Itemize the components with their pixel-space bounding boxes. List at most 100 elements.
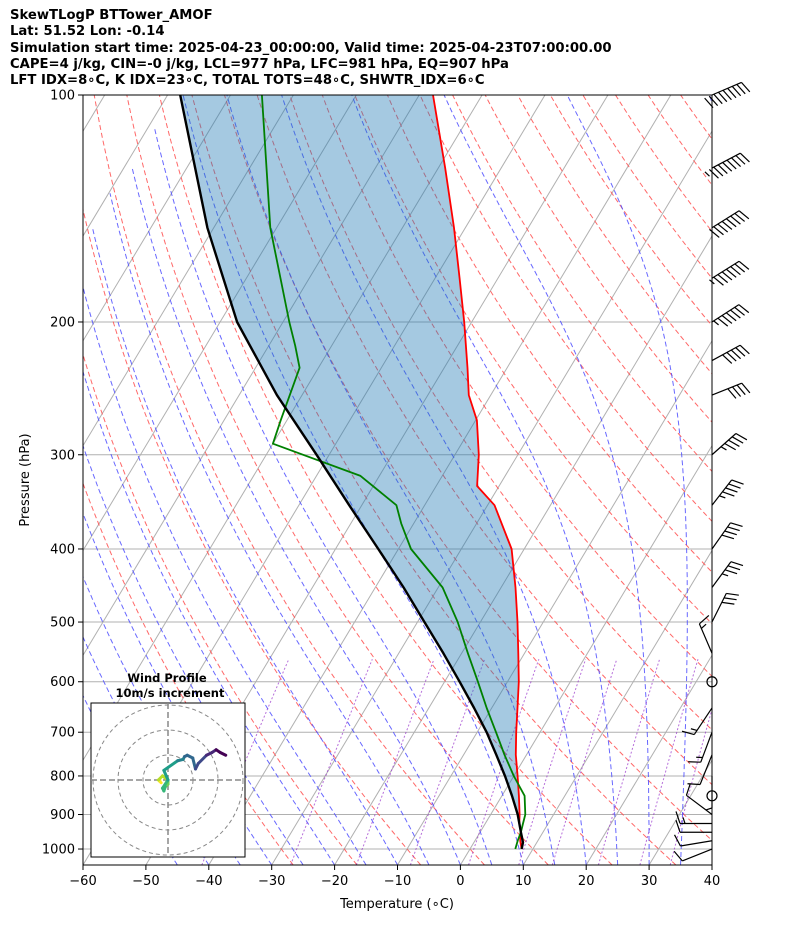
- wind-barb: [673, 834, 713, 847]
- wind-barb-flag: [675, 811, 681, 824]
- convective-params-line: CAPE=4 j/kg, CIN=-0 j/kg, LCL=977 hPa, L…: [10, 56, 509, 72]
- dry-adiabat: [354, 95, 712, 625]
- chart-title: SkewTLogP BTTower_AMOF: [10, 8, 213, 23]
- isotherm: [83, 95, 294, 447]
- wind-barb: [688, 732, 713, 763]
- parcel-line: [179, 95, 525, 850]
- x-tick-label: −30: [258, 874, 285, 889]
- wind-barb-flag: [698, 614, 710, 625]
- wind-barb: [673, 848, 713, 862]
- wind-barb-flag: [721, 220, 733, 230]
- moist-adiabat: [83, 444, 304, 865]
- wind-barbs: [673, 81, 751, 862]
- wind-barb-flag: [734, 212, 746, 222]
- isotherm: [83, 95, 231, 342]
- hodograph-inset: Wind Profile 10m/s increment: [90, 671, 246, 858]
- wind-barb-shaft: [711, 344, 741, 362]
- y-tick-label: 100: [50, 89, 75, 104]
- wind-barb-flag: [713, 276, 724, 286]
- wind-barb-shaft: [711, 152, 741, 169]
- isotherm: [585, 654, 712, 865]
- hodograph-trace-segment: [218, 751, 228, 757]
- wind-barb-flag: [727, 388, 737, 399]
- dry-adiabat: [680, 95, 712, 140]
- wind-barb-flag: [727, 565, 741, 571]
- dry-adiabat: [321, 95, 712, 678]
- wind-barb-flag: [731, 436, 744, 444]
- dry-adiabat: [419, 95, 712, 523]
- wind-barb-flag: [730, 215, 741, 225]
- dry-adiabat: [713, 95, 794, 865]
- y-axis-label: Pressure (hPa): [18, 433, 33, 526]
- dry-adiabat: [647, 95, 712, 186]
- wind-barb-flag: [726, 159, 737, 170]
- wind-barb-flag: [722, 89, 732, 101]
- wind-barb-flag: [725, 312, 737, 322]
- wind-barb-half-flag: [700, 623, 707, 629]
- wind-barb-half-flag: [690, 728, 698, 731]
- wind-barb: [711, 522, 743, 550]
- wind-barb: [709, 260, 750, 286]
- isotherm: [648, 759, 712, 865]
- isotherm: [83, 95, 357, 552]
- wind-barb-flag: [728, 439, 740, 447]
- moist-adiabat: [109, 193, 430, 865]
- wind-barb-flag: [739, 344, 750, 355]
- wind-barb-flag: [721, 534, 735, 540]
- background-lines: [83, 95, 794, 865]
- wind-barb-flag: [731, 386, 742, 397]
- wind-barb-flag: [731, 479, 744, 485]
- wind-barb-flag: [721, 601, 735, 605]
- wind-barb-flag: [687, 783, 701, 786]
- time-line: Simulation start time: 2025-04-23_00:00:…: [10, 40, 612, 56]
- wind-barb-flag: [738, 260, 750, 270]
- wind-barb-flag: [735, 347, 746, 357]
- wind-barb-half-flag: [721, 573, 729, 577]
- wind-barb: [711, 432, 748, 456]
- moist-adiabat: [709, 95, 712, 865]
- wind-barb-shaft: [711, 81, 742, 96]
- hodograph-trace-segment: [161, 778, 170, 790]
- wind-barb: [675, 820, 712, 833]
- wind-barb-shaft: [711, 522, 731, 550]
- moist-adiabat: [153, 126, 493, 865]
- axis-ticks: −60 −50 −40 −30 −20 −10 0 10 20 30 40 1000 900 800 700…: [42, 89, 720, 890]
- dry-adiabat: [289, 95, 712, 731]
- wind-barb-flag: [717, 223, 729, 233]
- wind-barb-flag: [738, 304, 750, 314]
- wind-barb-shaft: [711, 382, 742, 396]
- dry-adiabat: [256, 95, 712, 786]
- x-tick-label: −50: [132, 874, 159, 889]
- mixing-ratio-line: [597, 659, 661, 865]
- wind-barb-shaft: [682, 848, 713, 862]
- isotherm: [271, 130, 712, 865]
- y-tick-label: 900: [50, 808, 75, 823]
- wind-barb: [711, 382, 751, 399]
- moist-adiabat: [226, 95, 556, 865]
- wind-barb-shaft: [686, 794, 713, 816]
- wind-barb: [685, 783, 713, 816]
- moist-adiabat: [131, 167, 461, 865]
- wind-barb: [711, 304, 750, 327]
- wind-barb-flag: [717, 164, 728, 175]
- wind-barb-flag: [722, 491, 735, 497]
- wind-barb: [711, 344, 750, 364]
- hodograph-trace-segment: [162, 768, 170, 782]
- wind-barb: [711, 592, 739, 623]
- wind-barb-flag: [727, 526, 740, 532]
- x-tick-label: 0: [456, 874, 464, 889]
- mixing-ratio-line: [468, 659, 540, 865]
- wind-barb-flag: [727, 87, 737, 99]
- moist-adiabat: [92, 227, 398, 865]
- wind-barb-flag: [709, 228, 720, 238]
- temperature-line: [432, 95, 523, 850]
- profile-lines: [179, 95, 527, 850]
- wind-barb-flag: [713, 93, 723, 105]
- mixing-ratio-line: [355, 659, 435, 865]
- wind-barb-flag: [734, 263, 746, 273]
- stability-indices-line: LFT IDX=8∘C, K IDX=23∘C, TOTAL TOTS=48∘C…: [10, 73, 485, 89]
- dry-adiabat: [517, 95, 712, 375]
- wind-barb-flag: [734, 306, 745, 316]
- wind-barb-flag: [726, 218, 737, 228]
- x-tick-label: 30: [641, 874, 658, 889]
